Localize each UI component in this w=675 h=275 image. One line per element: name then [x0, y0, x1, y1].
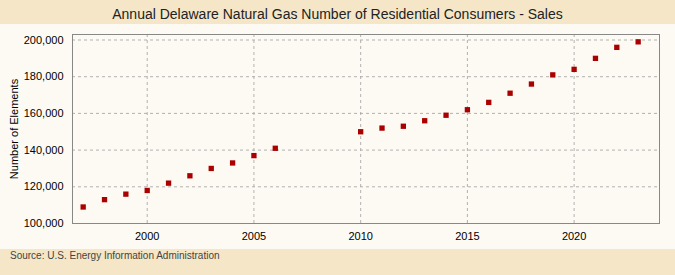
svg-text:2005: 2005 — [242, 230, 266, 242]
svg-text:2015: 2015 — [455, 230, 479, 242]
svg-text:200,000: 200,000 — [24, 34, 64, 46]
html-text:Source: U.S. Energy Informatio: Source: U.S. Energy Information Administ… — [10, 250, 220, 261]
svg-text:2020: 2020 — [562, 230, 586, 242]
svg-text:Number of Elements: Number of Elements — [8, 78, 20, 179]
svg-text:140,000: 140,000 — [24, 144, 64, 156]
svg-text:180,000: 180,000 — [24, 70, 64, 82]
svg-text:160,000: 160,000 — [24, 107, 64, 119]
svg-text:2000: 2000 — [135, 230, 159, 242]
html-text:Annual Delaware Natural Gas Nu: Annual Delaware Natural Gas Number of Re… — [112, 6, 563, 22]
svg-text:100,000: 100,000 — [24, 217, 64, 229]
svg-text:120,000: 120,000 — [24, 180, 64, 192]
svg-text:2010: 2010 — [348, 230, 372, 242]
